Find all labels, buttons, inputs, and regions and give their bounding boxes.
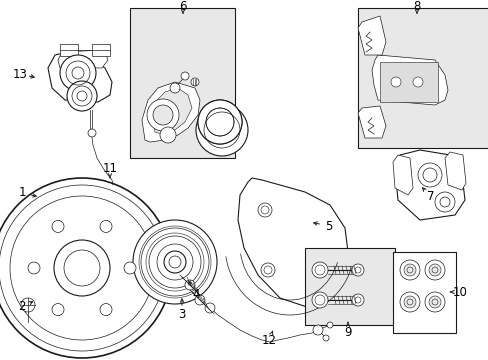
Polygon shape — [48, 52, 112, 102]
Circle shape — [124, 262, 136, 274]
Circle shape — [311, 292, 327, 308]
Circle shape — [351, 294, 363, 306]
Text: 3: 3 — [178, 309, 185, 321]
Text: 11: 11 — [102, 162, 117, 175]
Circle shape — [258, 203, 271, 217]
Circle shape — [0, 178, 172, 358]
Text: 12: 12 — [261, 333, 276, 346]
Polygon shape — [58, 50, 108, 68]
Text: 6: 6 — [179, 0, 186, 13]
Circle shape — [184, 280, 195, 290]
Polygon shape — [371, 55, 447, 105]
Circle shape — [326, 322, 332, 328]
Circle shape — [399, 292, 419, 312]
Circle shape — [153, 105, 173, 125]
Circle shape — [60, 55, 96, 91]
Circle shape — [428, 296, 440, 308]
Circle shape — [417, 163, 441, 187]
Circle shape — [312, 325, 323, 335]
Circle shape — [170, 83, 180, 93]
Circle shape — [196, 104, 247, 156]
Circle shape — [428, 264, 440, 276]
Circle shape — [311, 262, 327, 278]
Text: 2: 2 — [18, 301, 26, 314]
Circle shape — [412, 77, 422, 87]
Circle shape — [424, 260, 444, 280]
Text: 13: 13 — [13, 68, 27, 81]
Circle shape — [351, 264, 363, 276]
Polygon shape — [238, 178, 347, 308]
Circle shape — [28, 262, 40, 274]
Polygon shape — [392, 155, 412, 195]
Circle shape — [52, 220, 64, 233]
Circle shape — [100, 303, 112, 316]
Bar — [379, 62, 437, 102]
Circle shape — [403, 296, 415, 308]
Text: 9: 9 — [344, 325, 351, 338]
Polygon shape — [142, 82, 200, 142]
Text: 8: 8 — [412, 0, 420, 13]
Bar — [130, 8, 235, 158]
Circle shape — [147, 99, 179, 131]
Circle shape — [403, 264, 415, 276]
Bar — [357, 8, 488, 148]
Circle shape — [100, 220, 112, 233]
Polygon shape — [444, 152, 465, 190]
Circle shape — [204, 303, 215, 313]
Circle shape — [434, 192, 454, 212]
Circle shape — [88, 129, 96, 137]
Text: 7: 7 — [427, 190, 434, 203]
Circle shape — [191, 78, 199, 86]
Circle shape — [390, 77, 400, 87]
Circle shape — [160, 127, 176, 143]
Text: 5: 5 — [325, 220, 332, 233]
Text: 1: 1 — [18, 186, 26, 199]
Circle shape — [195, 295, 204, 305]
Circle shape — [399, 260, 419, 280]
Circle shape — [181, 72, 189, 80]
Circle shape — [323, 335, 328, 341]
Polygon shape — [394, 150, 464, 220]
Circle shape — [21, 298, 35, 312]
Polygon shape — [357, 106, 385, 138]
Bar — [60, 44, 78, 56]
Circle shape — [424, 292, 444, 312]
Circle shape — [52, 303, 64, 316]
Circle shape — [198, 100, 242, 144]
Polygon shape — [152, 88, 192, 134]
Bar — [392, 252, 455, 333]
Text: 10: 10 — [451, 285, 467, 298]
Circle shape — [67, 81, 97, 111]
Bar — [92, 44, 110, 56]
Circle shape — [261, 263, 274, 277]
Circle shape — [198, 100, 242, 144]
Text: 4: 4 — [192, 288, 199, 302]
Polygon shape — [357, 16, 385, 55]
Circle shape — [133, 220, 217, 304]
Bar — [305, 248, 394, 325]
